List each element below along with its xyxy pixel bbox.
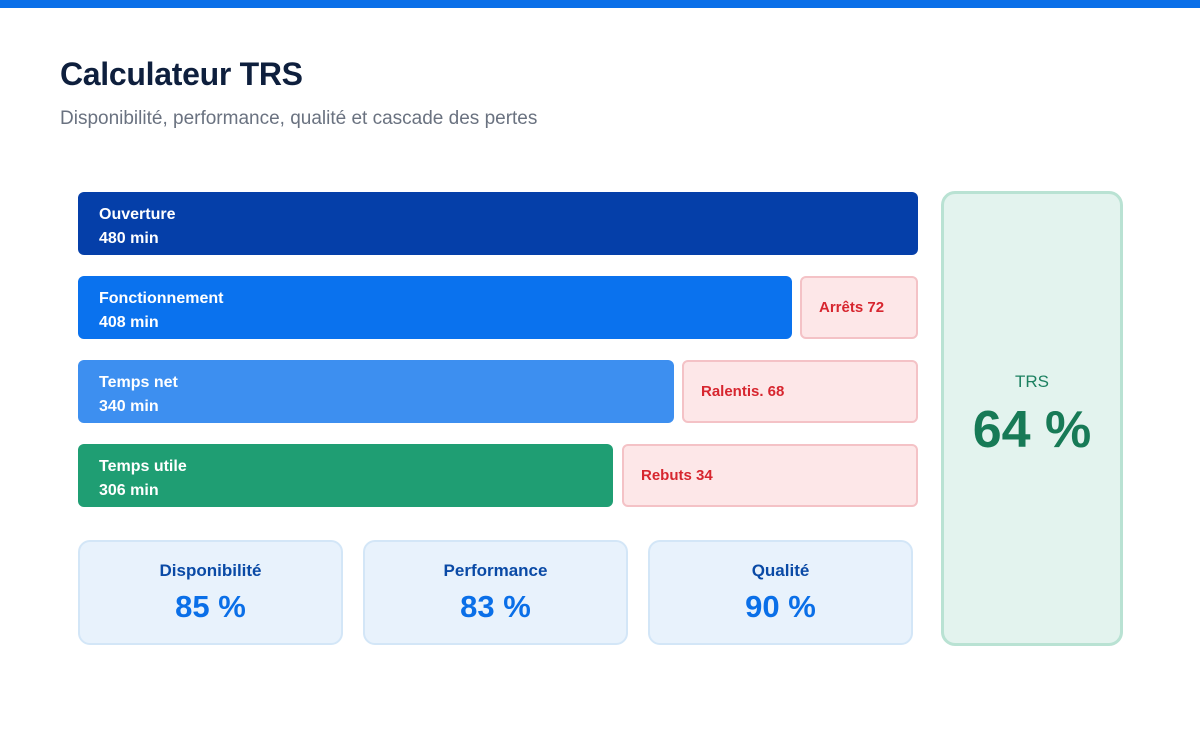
cascade-bar-value: 306 min	[99, 482, 159, 499]
kpi-value: 85 %	[175, 589, 246, 624]
kpi-card-performance: Performance 83 %	[363, 540, 628, 645]
loss-box-ralentis: Ralentis. 68	[682, 360, 918, 423]
kpi-label: Performance	[443, 561, 548, 580]
cascade-bar-ouverture: Ouverture 480 min	[78, 192, 918, 255]
cascade-bar-label: Ouverture	[99, 206, 176, 223]
page-title: Calculateur TRS	[60, 56, 303, 92]
cascade-bar-label: Fonctionnement	[99, 290, 224, 307]
cascade-bar-label: Temps utile	[99, 458, 187, 475]
cascade-bar-temps-utile: Temps utile 306 min	[78, 444, 613, 507]
page-subtitle: Disponibilité, performance, qualité et c…	[60, 108, 538, 129]
kpi-label: Qualité	[751, 561, 810, 580]
kpi-card-qualite: Qualité 90 %	[648, 540, 913, 645]
cascade-bar-value: 408 min	[99, 314, 159, 331]
cascade-bar-fonctionnement: Fonctionnement 408 min	[78, 276, 792, 339]
trs-label: TRS	[1015, 372, 1049, 391]
kpi-card-disponibilite: Disponibilité 85 %	[78, 540, 343, 645]
kpi-value: 83 %	[460, 589, 531, 624]
cascade-bar-value: 480 min	[99, 230, 159, 247]
kpi-value: 90 %	[745, 589, 816, 624]
cascade-bar-temps-net: Temps net 340 min	[78, 360, 674, 423]
trs-result-card: TRS 64 %	[941, 191, 1123, 646]
cascade-bar-label: Temps net	[99, 374, 178, 391]
trs-value: 64 %	[972, 401, 1092, 459]
loss-box-arrets: Arrêts 72	[800, 276, 918, 339]
cascade-bar-value: 340 min	[99, 398, 159, 415]
loss-box-rebuts: Rebuts 34	[622, 444, 918, 507]
kpi-label: Disponibilité	[159, 561, 262, 580]
top-accent-bar	[0, 0, 1200, 8]
